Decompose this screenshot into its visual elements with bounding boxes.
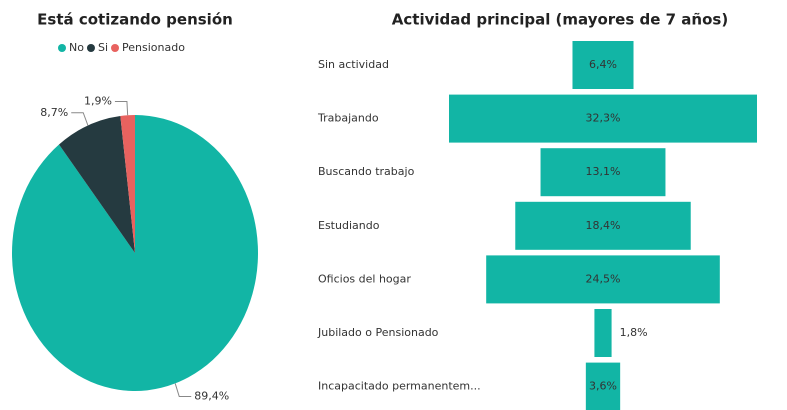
category-label: Oficios del hogar — [318, 272, 411, 285]
category-label: Sin actividad — [318, 58, 389, 71]
legend-swatch — [58, 44, 66, 52]
data-label: 1,9% — [84, 94, 112, 107]
category-label: Incapacitado permanentem... — [318, 380, 481, 393]
data-label: 1,8% — [620, 326, 648, 339]
data-label: 24,5% — [586, 272, 621, 285]
data-label: 32,3% — [586, 112, 621, 125]
pie-title: Está cotizando pensión — [37, 11, 233, 29]
data-label: 18,4% — [586, 219, 621, 232]
funnel-title: Actividad principal (mayores de 7 años) — [392, 11, 728, 29]
funnel-bar — [585, 362, 621, 410]
category-label: Jubilado o Pensionado — [317, 326, 439, 339]
data-label: 6,4% — [589, 58, 617, 71]
leader-line — [71, 112, 89, 126]
legend-label: No — [69, 41, 84, 54]
data-label: 13,1% — [586, 165, 621, 178]
legend-swatch — [111, 44, 120, 52]
legend-swatch — [86, 44, 95, 52]
funnel-bar — [486, 255, 720, 304]
data-label: 8,7% — [40, 106, 68, 119]
category-label: Buscando trabajo — [318, 165, 415, 178]
leader-line — [114, 100, 129, 116]
funnel-bar — [449, 94, 757, 143]
legend-label: Pensionado — [122, 41, 185, 54]
category-label: Estudiando — [318, 219, 380, 232]
funnel-bar — [594, 309, 612, 357]
funnel-bar — [515, 201, 691, 250]
funnel-bar — [572, 41, 634, 89]
funnel-bar — [540, 148, 666, 197]
pie-slice — [120, 115, 135, 253]
leader-line — [174, 383, 192, 397]
pie-slice — [59, 115, 136, 253]
pie-slice — [12, 115, 258, 392]
category-label: Trabajando — [317, 112, 379, 125]
data-label: 3,6% — [589, 380, 617, 393]
data-label: 89,4% — [194, 389, 229, 402]
legend-label: Si — [98, 41, 108, 54]
